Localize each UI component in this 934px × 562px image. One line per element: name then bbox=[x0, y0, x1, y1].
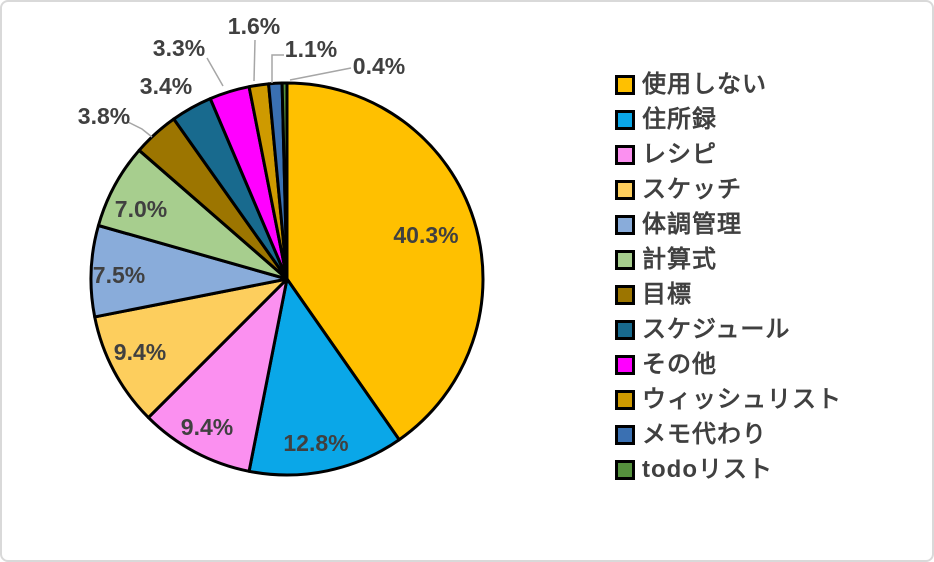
legend-swatch-icon bbox=[615, 110, 635, 130]
legend-item-レシピ[interactable]: レシピ bbox=[615, 143, 842, 167]
legend-swatch-icon bbox=[615, 145, 635, 165]
data-label-レシピ: 9.4% bbox=[181, 414, 233, 440]
legend-swatch-icon bbox=[615, 180, 635, 200]
pie-slice-住所録[interactable] bbox=[247, 277, 401, 477]
data-label-その他: 3.3% bbox=[153, 35, 205, 61]
legend-label: ウィッシュリスト bbox=[642, 386, 842, 413]
legend-label: メモ代わり bbox=[642, 421, 767, 448]
legend-label: スケジュール bbox=[642, 316, 791, 343]
leader-line-メモ代わり bbox=[271, 54, 284, 83]
legend-item-ウィッシュリスト[interactable]: ウィッシュリスト bbox=[615, 388, 842, 412]
legend-item-住所録[interactable]: 住所録 bbox=[615, 108, 842, 132]
data-label-todoリスト: 0.4% bbox=[353, 53, 405, 79]
legend-swatch-icon bbox=[615, 215, 635, 235]
data-label-メモ代わり: 1.1% bbox=[285, 36, 337, 62]
legend-label: その他 bbox=[642, 351, 717, 378]
legend-item-体調管理[interactable]: 体調管理 bbox=[615, 213, 842, 237]
pie-slice-todoリスト[interactable] bbox=[280, 81, 289, 281]
legend-swatch-icon bbox=[615, 390, 635, 410]
legend-label: 体調管理 bbox=[642, 211, 742, 238]
legend-swatch-icon bbox=[615, 285, 635, 305]
legend-item-計算式[interactable]: 計算式 bbox=[615, 248, 842, 272]
legend-swatch-icon bbox=[615, 320, 635, 340]
legend-swatch-icon bbox=[615, 355, 635, 375]
legend-label: 住所録 bbox=[642, 106, 717, 133]
data-label-使用しない: 40.3% bbox=[393, 222, 458, 248]
legend-swatch-icon bbox=[615, 460, 635, 480]
legend-item-todoリスト[interactable]: todoリスト bbox=[615, 458, 842, 482]
data-label-スケッチ: 9.4% bbox=[114, 339, 166, 365]
legend-label: レシピ bbox=[642, 141, 717, 168]
legend-swatch-icon bbox=[615, 425, 635, 445]
pie-slice-レシピ[interactable] bbox=[146, 277, 289, 473]
data-label-住所録: 12.8% bbox=[283, 430, 348, 456]
data-label-計算式: 7.0% bbox=[115, 196, 167, 222]
legend-item-使用しない[interactable]: 使用しない bbox=[615, 73, 842, 97]
data-label-ウィッシュリスト: 1.6% bbox=[228, 13, 280, 39]
pie-slice-スケッチ[interactable] bbox=[93, 277, 289, 420]
pie-slice-使用しない[interactable] bbox=[285, 81, 485, 442]
leader-line-todoリスト bbox=[289, 67, 352, 81]
legend-item-スケッチ[interactable]: スケッチ bbox=[615, 178, 842, 202]
legend: 使用しない住所録レシピスケッチ体調管理計算式目標スケジュール その他ウィッシュリス… bbox=[615, 73, 842, 493]
leader-line-ウィッシュリスト bbox=[253, 39, 256, 82]
legend-swatch-icon bbox=[615, 75, 635, 95]
leader-line-目標 bbox=[127, 121, 153, 138]
data-label-スケジュール: 3.4% bbox=[140, 73, 192, 99]
legend-label: 計算式 bbox=[642, 246, 717, 273]
legend-label: todoリスト bbox=[642, 456, 773, 483]
legend-item-スケジュール[interactable]: スケジュール bbox=[615, 318, 842, 342]
legend-item-目標[interactable]: 目標 bbox=[615, 283, 842, 307]
leader-line-その他 bbox=[206, 57, 224, 87]
legend-item-メモ代わり[interactable]: メモ代わり bbox=[615, 423, 842, 447]
data-label-体調管理: 7.5% bbox=[93, 262, 145, 288]
legend-item-その他[interactable]: その他 bbox=[615, 353, 842, 377]
data-label-目標: 3.8% bbox=[78, 103, 130, 129]
legend-label: 使用しない bbox=[642, 71, 767, 98]
legend-swatch-icon bbox=[615, 250, 635, 270]
legend-label: 目標 bbox=[642, 281, 692, 308]
legend-label: スケッチ bbox=[642, 176, 742, 203]
